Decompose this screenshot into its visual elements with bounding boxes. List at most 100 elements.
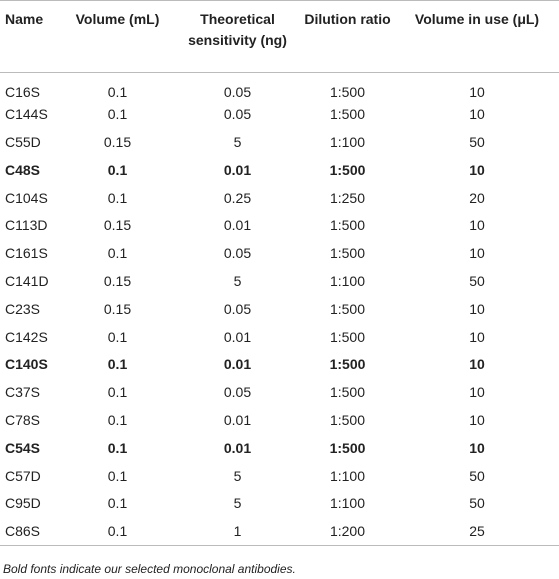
table-cell: 0.01 — [223, 356, 252, 373]
table-cell: C113D — [5, 217, 48, 234]
header-cell: Volume (mL) — [75, 11, 160, 27]
table-cell: 50 — [469, 272, 485, 289]
table-cell: 1:100 — [329, 272, 366, 289]
table-row: C54S 0.1 0.01 1:500 10 — [0, 434, 559, 462]
table-row: C113D 0.15 0.01 1:500 10 — [0, 211, 559, 239]
table-cell: 1:500 — [329, 217, 366, 234]
table-body: C16S 0.1 0.05 1:500 10 C144S 0.1 0.05 1:500 10 C55… — [0, 73, 559, 546]
table-cell: 0.01 — [223, 217, 252, 234]
table-cell: 1:500 — [329, 161, 366, 178]
table-cell: 1:500 — [329, 384, 366, 401]
data-table: Name Volume (mL) Theoretical sensitivity (… — [0, 0, 559, 546]
table-cell: 0.05 — [223, 245, 252, 262]
table-cell: C142S — [5, 328, 48, 345]
table-cell: 0.1 — [107, 106, 128, 123]
table-cell: 1:500 — [329, 83, 366, 100]
table-cell: C78S — [5, 411, 41, 428]
header-cell: Volume in use (μL) — [414, 11, 540, 27]
table-cell: C54S — [5, 439, 41, 456]
table-cell: 0.1 — [107, 439, 128, 456]
table-cell: C57D — [5, 467, 41, 484]
header-row: Name Volume (mL) Theoretical sensitivity (… — [0, 0, 559, 73]
table-cell: C55D — [5, 133, 41, 150]
table-cell: 1:500 — [329, 356, 366, 373]
table-cell: C161S — [5, 245, 48, 262]
table-cell: 0.1 — [107, 328, 128, 345]
table-cell: 0.01 — [223, 439, 252, 456]
table-cell: C95D — [5, 495, 41, 512]
table-cell: 1:500 — [329, 300, 366, 317]
table-cell: 1:100 — [329, 495, 366, 512]
table-cell: 0.05 — [223, 106, 252, 123]
table-cell: 0.05 — [223, 384, 252, 401]
table-cell: 1:200 — [329, 522, 366, 539]
table-cell: 1:500 — [329, 411, 366, 428]
table-cell: 1:500 — [329, 106, 366, 123]
table-cell: 5 — [233, 467, 242, 484]
table-cell: 0.15 — [103, 272, 132, 289]
table-cell: 0.1 — [107, 356, 128, 373]
table-cell: 50 — [469, 133, 485, 150]
table-cell: 5 — [233, 133, 242, 150]
table-cell: 10 — [469, 328, 485, 345]
header-cell: Dilution ratio — [304, 11, 391, 27]
table-cell: 25 — [469, 522, 485, 539]
table-row: C95D 0.1 5 1:100 50 — [0, 489, 559, 517]
table-cell: C86S — [5, 522, 41, 539]
table-cell: 1:500 — [329, 439, 366, 456]
table-cell: 50 — [469, 467, 485, 484]
table-cell: C141D — [5, 272, 49, 289]
table-row: C144S 0.1 0.05 1:500 10 — [0, 100, 559, 128]
table-cell: 0.15 — [103, 217, 132, 234]
table-cell: 0.1 — [107, 411, 128, 428]
table-row: C161S 0.1 0.05 1:500 10 — [0, 239, 559, 267]
table-cell: 0.05 — [223, 300, 252, 317]
footnote: Bold fonts indicate our selected monoclo… — [3, 562, 296, 576]
table-header: Name Volume (mL) Theoretical sensitivity (… — [0, 0, 559, 73]
table-cell: 10 — [469, 161, 485, 178]
table-row: C142S 0.1 0.01 1:500 10 — [0, 323, 559, 351]
table-cell: 0.05 — [223, 83, 252, 100]
table-cell: C48S — [5, 161, 41, 178]
table-cell: C140S — [5, 356, 48, 373]
table-cell: 0.1 — [107, 245, 128, 262]
table-cell: 10 — [469, 439, 485, 456]
table-cell: 10 — [469, 106, 485, 123]
table-cell: C144S — [5, 106, 48, 123]
table-row: C104S 0.1 0.25 1:250 20 — [0, 184, 559, 212]
table-row: C57D 0.1 5 1:100 50 — [0, 462, 559, 490]
table-cell: 10 — [469, 384, 485, 401]
table-cell: 10 — [469, 356, 485, 373]
table-cell: 0.1 — [107, 384, 128, 401]
table-cell: 0.01 — [223, 328, 252, 345]
table-cell: 5 — [233, 272, 242, 289]
table-cell: C16S — [5, 83, 41, 100]
table-cell: 0.1 — [107, 161, 128, 178]
table-cell: 1:250 — [329, 189, 366, 206]
table-cell: 0.01 — [223, 161, 252, 178]
table-cell: 1:500 — [329, 245, 366, 262]
table-cell: 1 — [233, 522, 242, 539]
table-cell: C37S — [5, 384, 41, 401]
table-row: C55D 0.15 5 1:100 50 — [0, 128, 559, 156]
header-cell: Name — [5, 11, 44, 27]
table-cell: 10 — [469, 300, 485, 317]
table-cell: 0.1 — [107, 495, 128, 512]
table-row: C16S 0.1 0.05 1:500 10 — [0, 73, 559, 101]
table-cell: 10 — [469, 411, 485, 428]
table-cell: 1:500 — [329, 328, 366, 345]
table-cell: 10 — [469, 217, 485, 234]
table-row: C23S 0.15 0.05 1:500 10 — [0, 295, 559, 323]
table-row: C48S 0.1 0.01 1:500 10 — [0, 156, 559, 184]
table-cell: C104S — [5, 189, 48, 206]
table-row: C86S 0.1 1 1:200 25 — [0, 517, 559, 546]
table-cell: 0.1 — [107, 189, 128, 206]
table-cell: 1:100 — [329, 133, 366, 150]
table-cell: C23S — [5, 300, 41, 317]
table-cell: 0.1 — [107, 522, 128, 539]
table-cell: 5 — [233, 495, 242, 512]
table-cell: 10 — [469, 83, 485, 100]
table-cell: 1:100 — [329, 467, 366, 484]
table-cell: 0.01 — [223, 411, 252, 428]
